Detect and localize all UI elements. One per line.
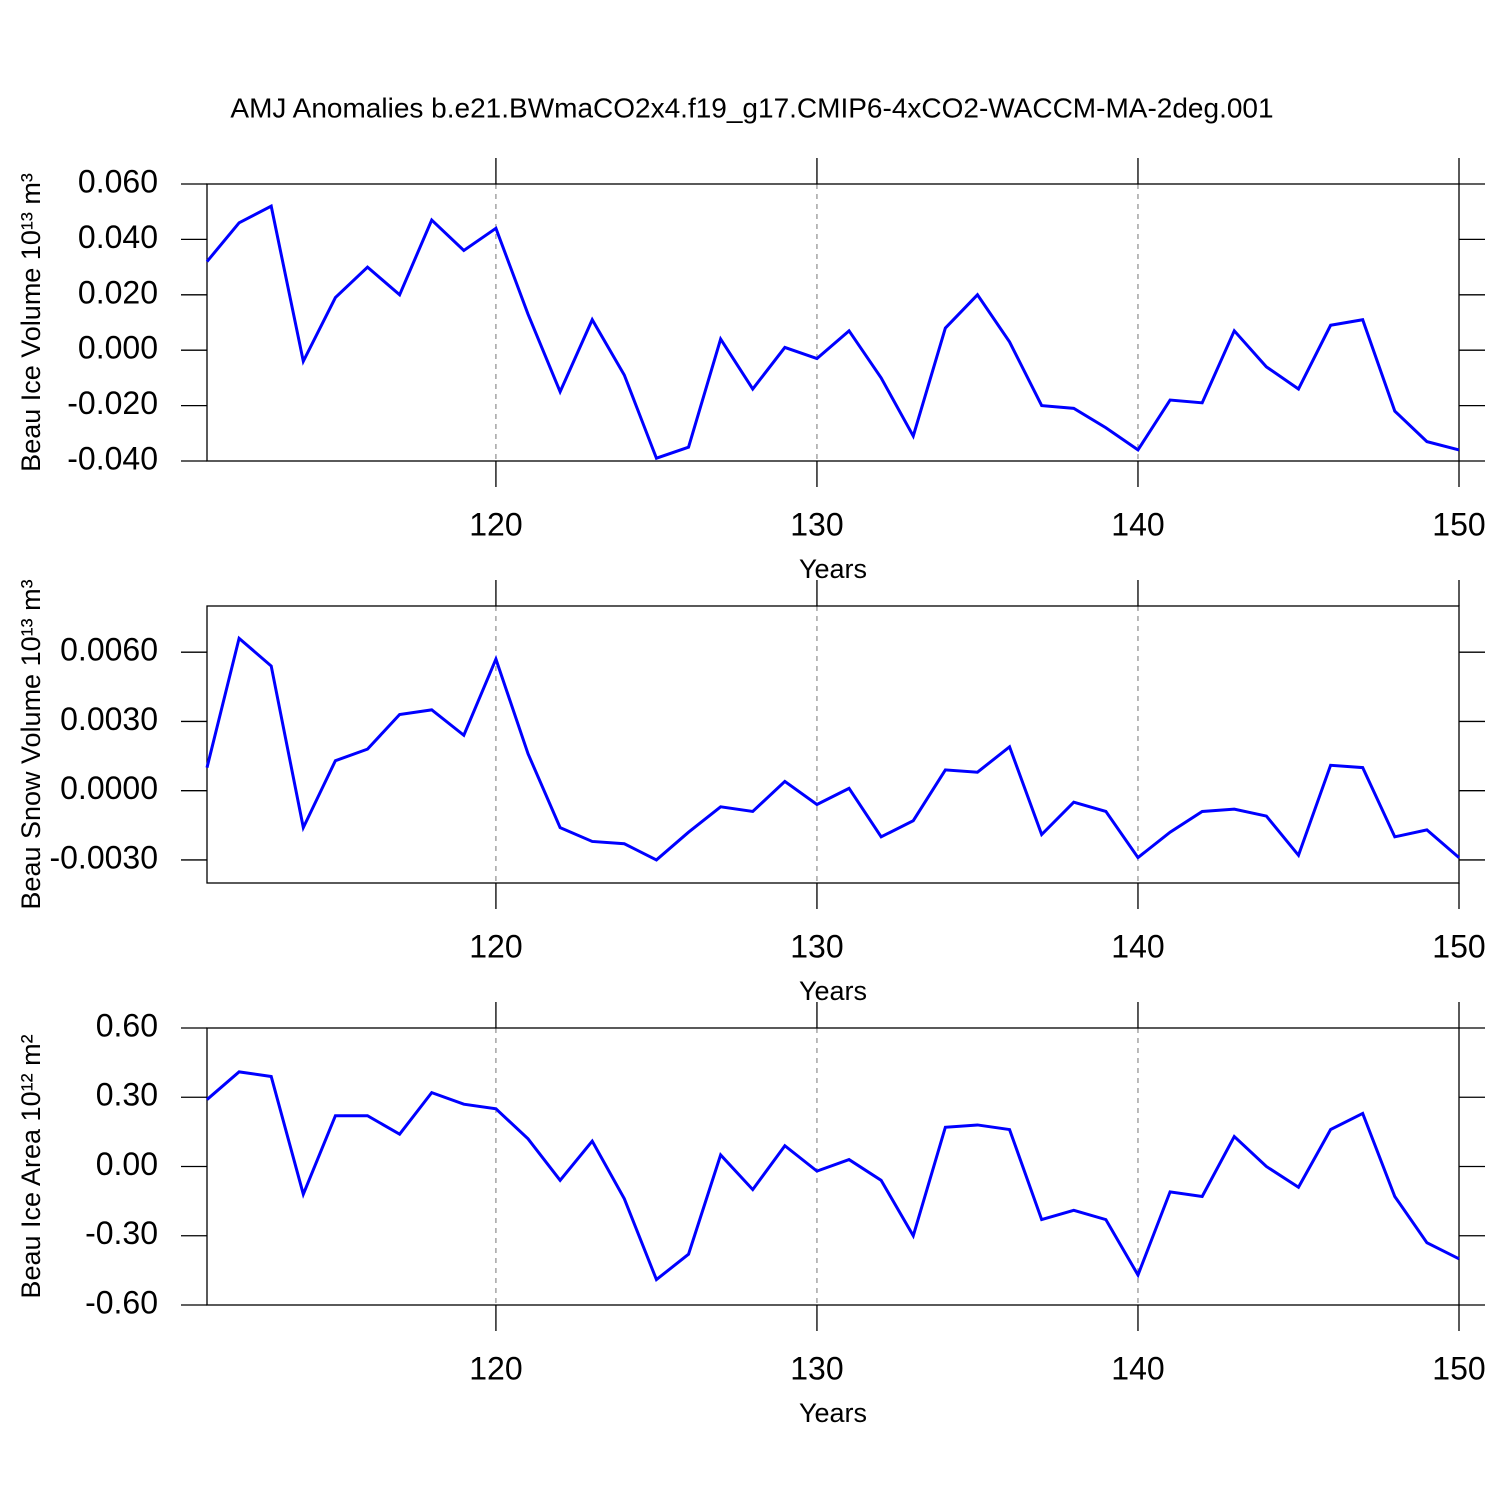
y-tick-label: 0.0000 — [60, 770, 158, 806]
y-tick-label: 0.060 — [78, 163, 158, 199]
y-tick-label: 0.040 — [78, 219, 158, 255]
chart-title: AMJ Anomalies b.e21.BWmaCO2x4.f19_g17.CM… — [230, 92, 1273, 123]
x-axis-label: Years — [799, 976, 867, 1006]
y-axis-label: Beau Snow Volume 10¹³ m³ — [16, 579, 46, 909]
y-tick-label: 0.60 — [96, 1007, 158, 1043]
plot-frame — [206, 1027, 1460, 1306]
y-axis-label: Beau Ice Area 10¹² m² — [16, 1034, 46, 1298]
x-tick-label: 130 — [790, 928, 843, 964]
y-tick-label: -0.0030 — [49, 839, 158, 875]
x-tick-label: 130 — [790, 506, 843, 542]
data-line — [205, 635, 1460, 862]
plot-frame — [206, 605, 1460, 884]
y-tick-label: 0.0060 — [60, 632, 158, 668]
data-line — [206, 1070, 1460, 1283]
y-tick-label: 0.0030 — [60, 701, 158, 737]
x-tick-label: 150 — [1432, 1350, 1485, 1386]
y-tick-label: -0.30 — [85, 1215, 158, 1251]
x-tick-label: 140 — [1111, 1350, 1164, 1386]
x-tick-label: 140 — [1111, 928, 1164, 964]
x-tick-label: 120 — [469, 506, 522, 542]
y-tick-label: -0.60 — [85, 1284, 158, 1320]
x-tick-label: 130 — [790, 1350, 843, 1386]
y-tick-label: -0.020 — [67, 385, 158, 421]
x-tick-label: 140 — [1111, 506, 1164, 542]
data-line — [205, 203, 1460, 461]
y-tick-label: 0.30 — [96, 1077, 158, 1113]
x-tick-label: 120 — [469, 1350, 522, 1386]
y-tick-label: 0.00 — [96, 1146, 158, 1182]
y-tick-label: 0.000 — [78, 330, 158, 366]
x-tick-label: 120 — [469, 928, 522, 964]
x-tick-label: 150 — [1432, 928, 1485, 964]
x-axis-label: Years — [799, 1398, 867, 1428]
x-tick-label: 150 — [1432, 506, 1485, 542]
plot-frame — [206, 183, 1460, 462]
y-tick-label: 0.020 — [78, 274, 158, 310]
y-axis-label: Beau Ice Volume 10¹³ m³ — [16, 173, 46, 472]
x-axis-label: Years — [799, 554, 867, 584]
y-tick-label: -0.040 — [67, 440, 158, 476]
